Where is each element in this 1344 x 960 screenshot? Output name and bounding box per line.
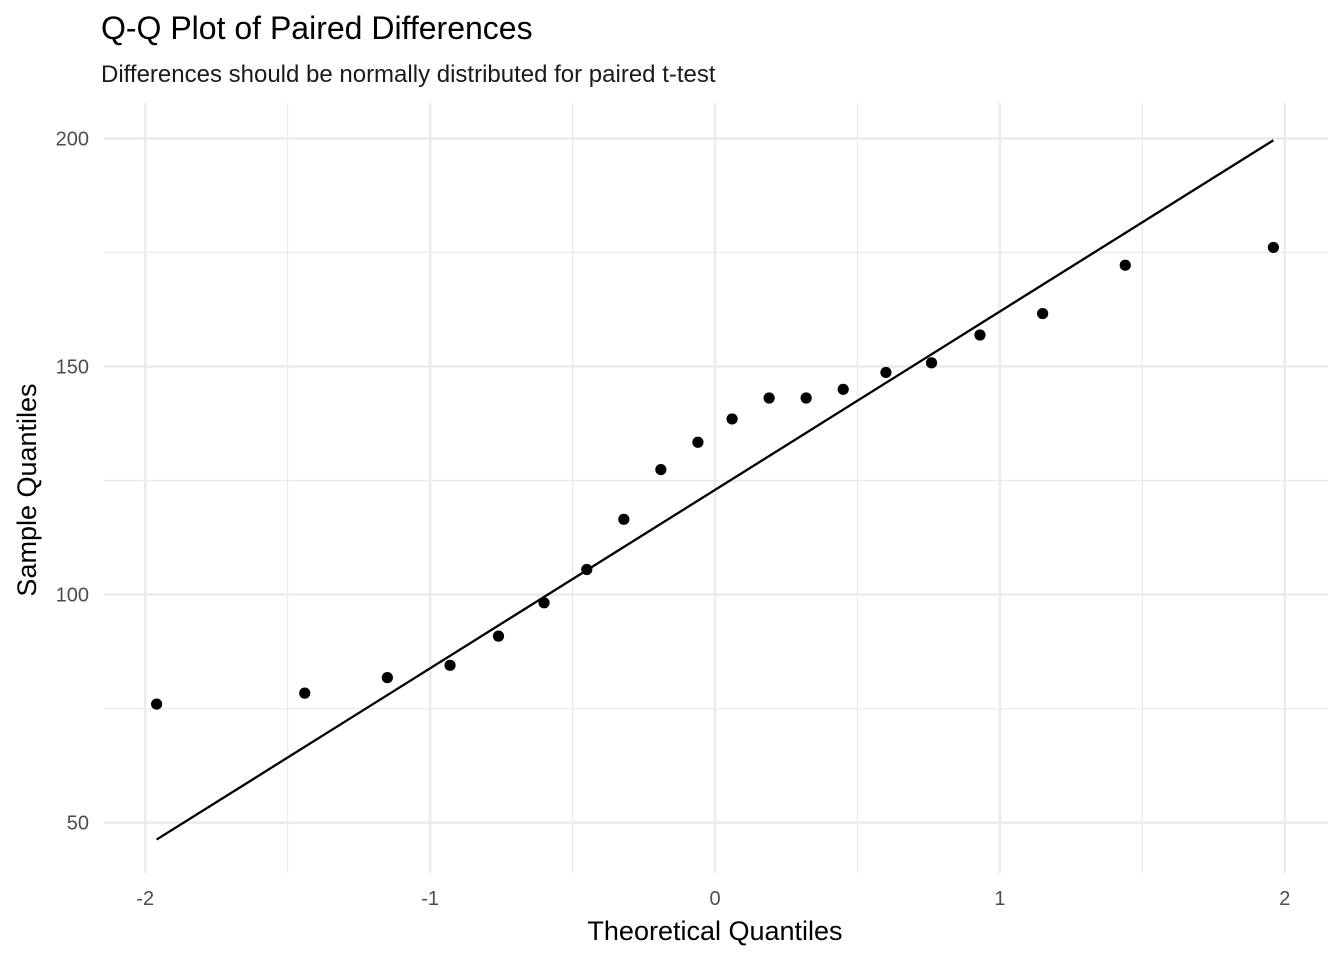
data-point: [150, 698, 163, 710]
data-point: [444, 659, 456, 671]
data-point: [381, 672, 393, 684]
x-tick-label: 2: [1279, 888, 1290, 910]
grid: [104, 103, 1328, 873]
x-tick-label: 0: [709, 888, 720, 910]
reference-line-layer: [155, 139, 1275, 841]
data-point: [763, 392, 775, 404]
y-tick-label: 150: [56, 357, 89, 379]
data-point: [880, 366, 892, 379]
x-tick-label: 1: [994, 888, 1005, 910]
data-point: [837, 383, 849, 395]
y-tick-label: 50: [67, 813, 89, 835]
y-axis-title: Sample Quantiles: [12, 383, 42, 596]
data-point: [925, 357, 938, 369]
data-point: [299, 687, 311, 699]
data-point: [655, 464, 667, 476]
data-point: [1267, 241, 1280, 254]
x-tick-label: -1: [421, 888, 439, 910]
data-point: [618, 513, 630, 525]
x-axis-ticks: -2 -1 0 1 2: [136, 888, 1290, 910]
y-tick-label: 200: [56, 128, 89, 150]
data-point: [1037, 307, 1049, 320]
data-point: [492, 630, 505, 642]
data-point: [538, 597, 550, 609]
y-tick-label: 100: [56, 585, 89, 607]
chart-title: Q-Q Plot of Paired Differences: [101, 10, 533, 46]
data-point: [692, 436, 704, 448]
data-point: [581, 563, 593, 576]
x-axis-title: Theoretical Quantiles: [587, 916, 842, 946]
points-layer: [150, 241, 1280, 710]
chart-subtitle: Differences should be normally distribut…: [101, 61, 716, 88]
data-point: [800, 392, 812, 404]
data-point: [974, 329, 986, 341]
reference-line: [155, 139, 1275, 841]
y-axis-ticks: 50 100 150 200: [56, 128, 89, 834]
x-tick-label: -2: [136, 888, 154, 910]
data-point: [1119, 259, 1131, 271]
data-point: [726, 413, 738, 425]
